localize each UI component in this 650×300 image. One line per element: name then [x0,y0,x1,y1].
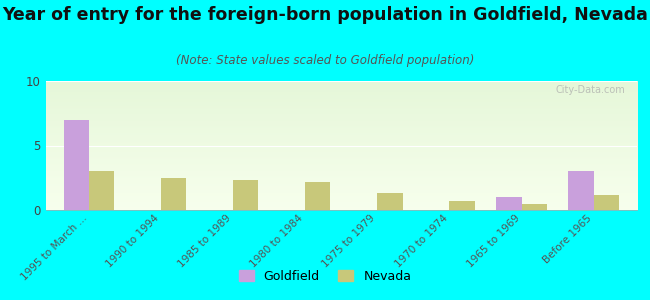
Legend: Goldfield, Nevada: Goldfield, Nevada [233,265,417,288]
Text: 1990 to 1994: 1990 to 1994 [105,213,161,269]
Text: Year of entry for the foreign-born population in Goldfield, Nevada: Year of entry for the foreign-born popul… [2,6,648,24]
Text: 1975 to 1979: 1975 to 1979 [320,213,377,270]
Bar [233,180,258,210]
Bar [64,120,89,210]
Text: (Note: State values scaled to Goldfield population): (Note: State values scaled to Goldfield … [176,54,474,67]
Bar [306,182,330,210]
Text: 1985 to 1989: 1985 to 1989 [177,213,233,270]
Bar [449,201,474,210]
Bar [521,203,547,210]
Bar [89,171,114,210]
Text: 1995 to March ...: 1995 to March ... [19,213,89,283]
Bar [593,194,619,210]
Text: City-Data.com: City-Data.com [555,85,625,95]
Text: 1980 to 1984: 1980 to 1984 [249,213,306,269]
Bar [161,178,186,210]
Bar [497,197,521,210]
Bar [569,171,593,210]
Text: 1970 to 1974: 1970 to 1974 [393,213,449,269]
Bar [377,193,402,210]
Text: Before 1965: Before 1965 [541,213,593,265]
Text: 1965 to 1969: 1965 to 1969 [465,213,521,270]
